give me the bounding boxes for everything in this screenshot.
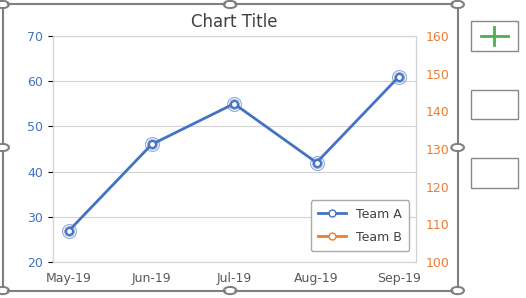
Title: Chart Title: Chart Title [191,13,277,31]
Legend: Team A, Team B: Team A, Team B [311,201,409,252]
